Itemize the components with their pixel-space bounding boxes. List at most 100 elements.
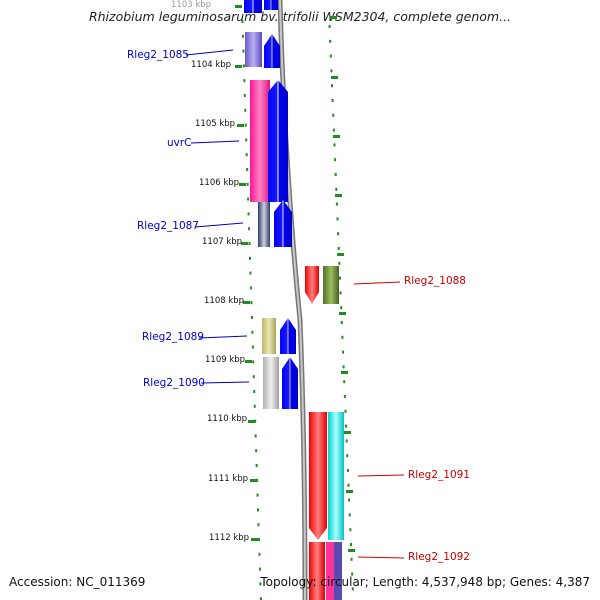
rail-dot <box>340 306 343 310</box>
rail-dot <box>335 187 338 191</box>
gene-rleg2-1090 <box>263 357 279 409</box>
rail-dot <box>255 464 258 467</box>
rail-dot <box>258 567 261 571</box>
kbp-tick-mark <box>237 124 244 127</box>
kbp-tick-mark <box>243 301 250 304</box>
gene-label-rleg2-1089[interactable]: Rleg2_1089 <box>142 331 204 343</box>
gene-arrow-1087b <box>274 200 292 247</box>
leader-line <box>357 474 405 477</box>
rail-dot <box>345 439 348 443</box>
rail-dot <box>339 291 342 295</box>
kbp-tick-mark <box>235 5 242 8</box>
rail-dot <box>349 543 352 546</box>
rail-dot <box>246 182 249 186</box>
rail-dot <box>345 424 348 428</box>
rail-dot <box>351 587 354 591</box>
rail-dot <box>335 202 338 206</box>
gene-rleg2-1088-red <box>305 266 319 304</box>
kbp-tick-mark <box>248 420 255 423</box>
rail-dot <box>346 454 349 458</box>
rail-dot <box>251 330 254 334</box>
leader-line <box>198 335 248 339</box>
gene-arrow-uvrc-strand <box>268 80 288 202</box>
gene-rleg2-1092-red <box>309 542 325 600</box>
rail-dot <box>244 123 247 127</box>
kbp-tick-mark <box>339 312 346 315</box>
kbp-tick-mark <box>337 253 344 256</box>
rail-dot <box>332 113 335 117</box>
rail-dot <box>245 138 248 142</box>
kbp-label-1105: 1105 kbp <box>195 119 236 129</box>
kbp-tick-mark <box>341 371 348 374</box>
rail-dot <box>331 99 334 102</box>
kbp-tick-mark <box>333 135 340 138</box>
rail-dot <box>253 404 256 408</box>
gene-rleg2-1091 <box>328 412 344 540</box>
gene-rleg2-1091-red <box>309 412 327 540</box>
rail-dot <box>342 365 345 369</box>
rail-dot <box>245 153 248 157</box>
rail-dot <box>348 498 351 502</box>
gene-rleg2-1092 <box>326 542 334 600</box>
rail-dot <box>334 158 337 162</box>
rail-dot <box>243 94 246 97</box>
kbp-label-1109: 1109 kbp <box>205 355 246 365</box>
rail-dot <box>349 528 352 532</box>
rail-dot <box>346 469 349 472</box>
gene-rleg2-1088 <box>323 266 339 304</box>
gene-label-rleg2-1092[interactable]: Rleg2_1092 <box>408 551 470 563</box>
rail-dot <box>348 513 351 517</box>
leader-line <box>194 222 244 228</box>
gene-label-rleg2-1087[interactable]: Rleg2_1087 <box>137 220 199 232</box>
rail-dot <box>242 49 245 53</box>
gene-feature-1103b <box>264 0 278 10</box>
rail-dot <box>248 227 251 231</box>
rail-dot <box>249 286 252 290</box>
rail-dot <box>248 242 251 245</box>
rail-dot <box>344 409 347 413</box>
rail-dot <box>250 316 253 319</box>
kbp-tick-mark <box>235 65 242 68</box>
rail-dot <box>343 380 346 384</box>
rail-dot <box>257 523 260 527</box>
rail-dot <box>256 478 259 482</box>
gene-label-rleg2-1088[interactable]: Rleg2_1088 <box>404 275 466 287</box>
gene-label-rleg2-1085[interactable]: Rleg2_1085 <box>127 49 189 61</box>
gene-rleg2-1089 <box>262 318 276 354</box>
leader-line <box>200 381 250 384</box>
kbp-tick-mark <box>335 194 342 197</box>
gene-label-uvrc[interactable]: uvrC <box>167 137 192 149</box>
kbp-tick-mark <box>348 549 355 552</box>
rail-dot <box>342 350 345 354</box>
rail-dot <box>340 321 343 324</box>
topology-summary: Topology: circular; Length: 4,537,948 bp… <box>260 575 590 589</box>
rail-dot <box>256 493 259 497</box>
rail-dot <box>334 173 337 176</box>
kbp-tick-mark <box>251 538 258 541</box>
kbp-label-1107: 1107 kbp <box>202 237 243 247</box>
rail-dot <box>343 395 346 398</box>
rail-dot <box>247 212 250 216</box>
rail-dot <box>252 375 255 379</box>
rail-dot <box>259 597 262 600</box>
kbp-label-1110: 1110 kbp <box>207 414 248 424</box>
rail-dot <box>241 20 244 23</box>
rail-dot <box>338 261 341 265</box>
gene-label-rleg2-1091[interactable]: Rleg2_1091 <box>408 469 470 481</box>
map-title: Rhizobium leguminosarum bv. trifolii WSM… <box>88 9 512 24</box>
kbp-tick-mark <box>245 360 252 363</box>
kbp-label-1104: 1104 kbp <box>191 60 232 70</box>
kbp-tick-mark <box>346 490 353 493</box>
leader-line <box>353 281 401 285</box>
kbp-tick-mark <box>250 479 257 482</box>
rail-dot <box>336 217 339 221</box>
gene-label-rleg2-1090[interactable]: Rleg2_1090 <box>143 377 205 389</box>
rail-dot <box>244 108 247 112</box>
rail-dot <box>243 79 246 83</box>
rail-dot <box>252 360 255 364</box>
gene-rleg2-1092b <box>334 542 342 600</box>
rail-dot <box>251 345 254 349</box>
rail-dot <box>248 256 251 260</box>
rail-dot <box>341 335 344 339</box>
